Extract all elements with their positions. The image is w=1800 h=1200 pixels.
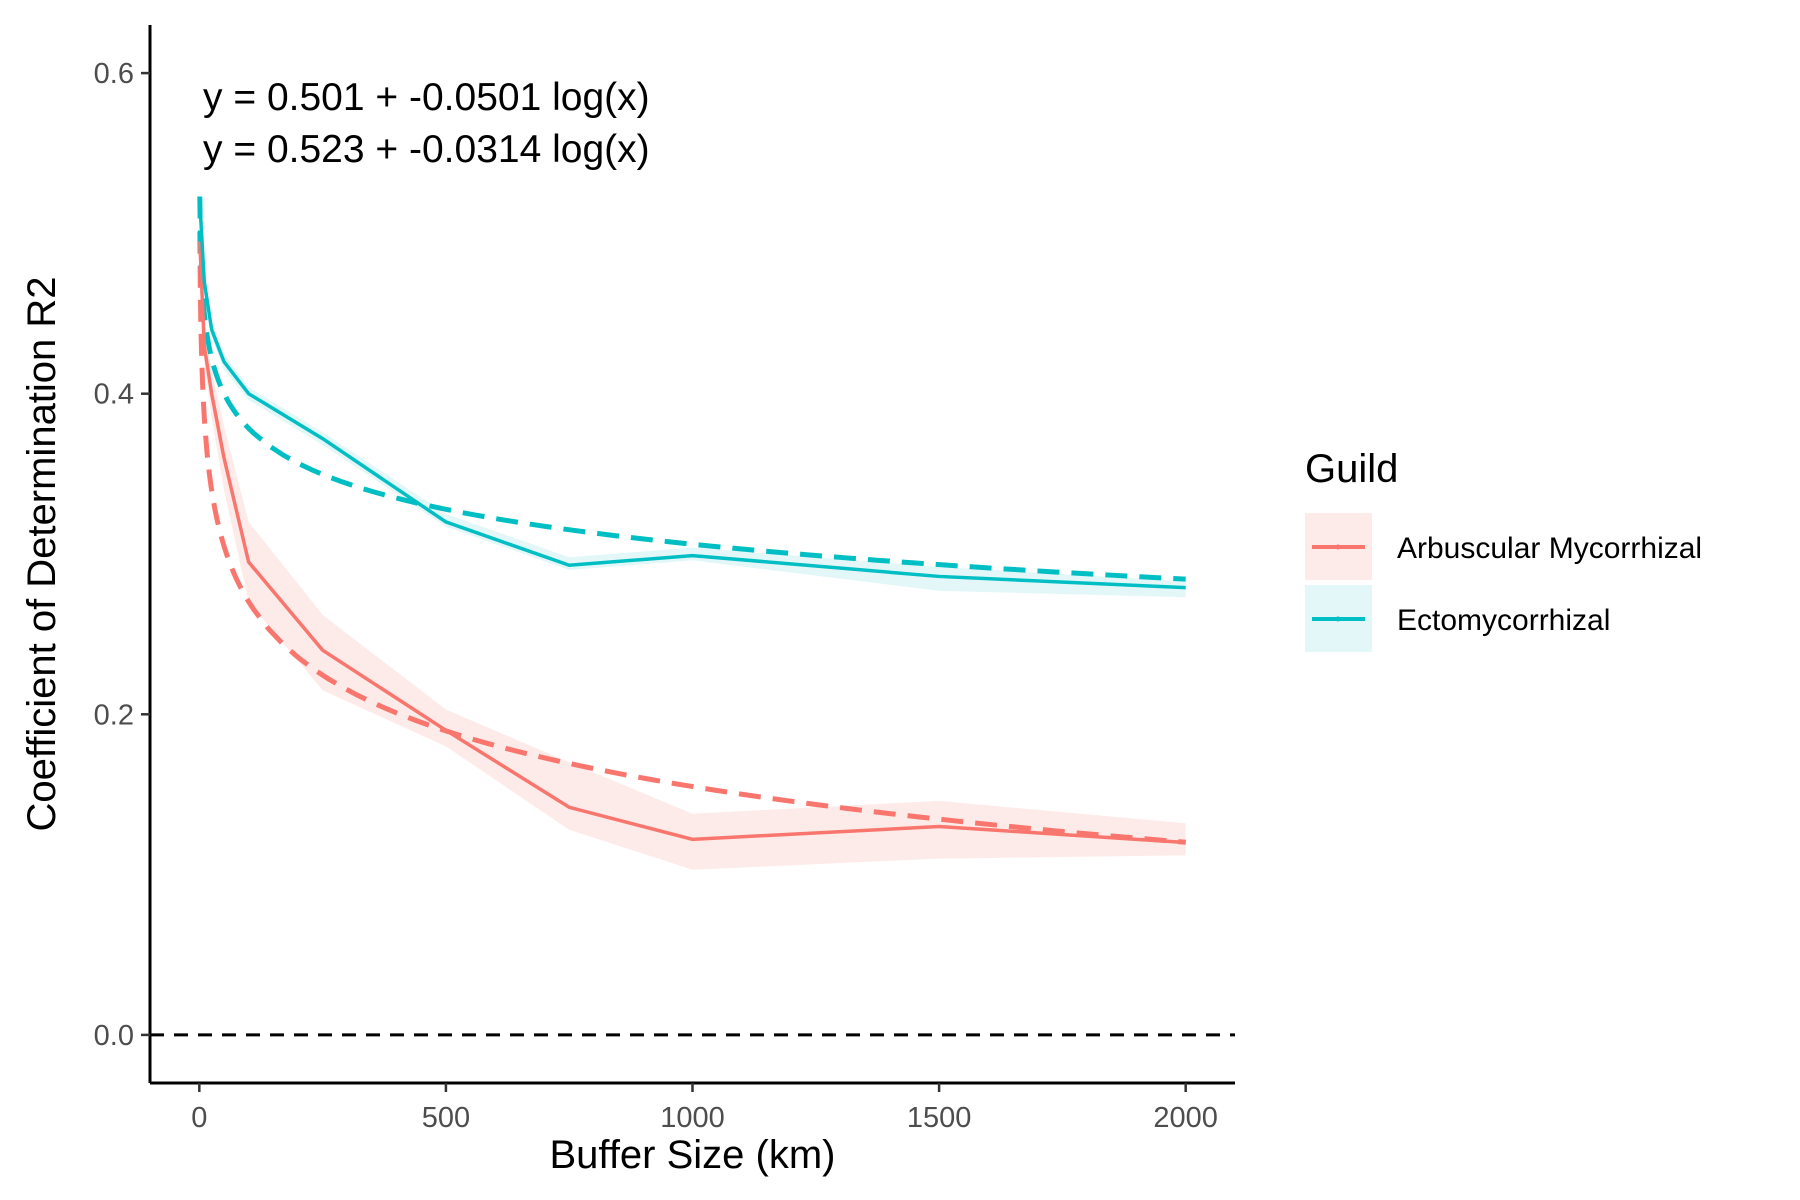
legend-items: Arbuscular Mycorrhizal Ectomycorrhizal <box>1305 513 1702 652</box>
series-line-arbuscular <box>198 241 1186 845</box>
legend-key-point-arbuscular <box>1335 544 1341 550</box>
y-tick-label: 0.0 <box>94 1020 134 1052</box>
series-line-ectomycorrhizal <box>198 201 1186 590</box>
ribbon-arbuscular <box>199 233 1186 870</box>
x-axis-ticks: 0 500 1000 1500 2000 <box>191 1083 1218 1134</box>
x-tick-label: 2000 <box>1153 1102 1218 1134</box>
ribbon-ectomycorrhizal <box>199 193 1186 598</box>
fit-equation-ectomycorrhizal: y = 0.523 + -0.0314 log(x) <box>203 128 650 171</box>
x-axis-title: Buffer Size (km) <box>550 1133 836 1177</box>
legend-label-ectomycorrhizal: Ectomycorrhizal <box>1397 604 1610 637</box>
y-tick-label: 0.6 <box>94 58 134 90</box>
x-tick-label: 0 <box>191 1102 207 1134</box>
x-tick-label: 1500 <box>907 1102 972 1134</box>
fit-line-arbuscular <box>197 231 1186 845</box>
fit-line-ectomycorrhizal <box>197 196 1186 582</box>
y-axis-title: Coefficient of Determination R2 <box>20 276 64 831</box>
legend-title: Guild <box>1305 447 1398 491</box>
axes: 0 500 1000 1500 2000 0.0 0.2 0.4 0.6 <box>94 25 1235 1134</box>
fit-equation-arbuscular: y = 0.501 + -0.0501 log(x) <box>203 76 650 119</box>
legend: Guild Arbuscular Mycorrhizal Ectomycorrhi… <box>1305 447 1702 652</box>
legend-label-arbuscular: Arbuscular Mycorrhizal <box>1397 532 1702 565</box>
log-fit-lines <box>197 196 1186 845</box>
y-tick-label: 0.4 <box>94 379 134 411</box>
y-axis-ticks: 0.0 0.2 0.4 0.6 <box>94 58 150 1052</box>
x-tick-label: 1000 <box>660 1102 725 1134</box>
x-tick-label: 500 <box>422 1102 470 1134</box>
legend-key-point-ectomycorrhizal <box>1335 616 1341 622</box>
series-lines <box>198 201 1186 845</box>
confidence-ribbons <box>199 193 1186 870</box>
y-tick-label: 0.2 <box>94 699 134 731</box>
